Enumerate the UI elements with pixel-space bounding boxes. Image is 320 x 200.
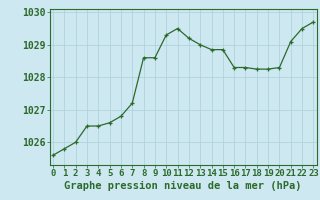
X-axis label: Graphe pression niveau de la mer (hPa): Graphe pression niveau de la mer (hPa) <box>64 181 302 191</box>
